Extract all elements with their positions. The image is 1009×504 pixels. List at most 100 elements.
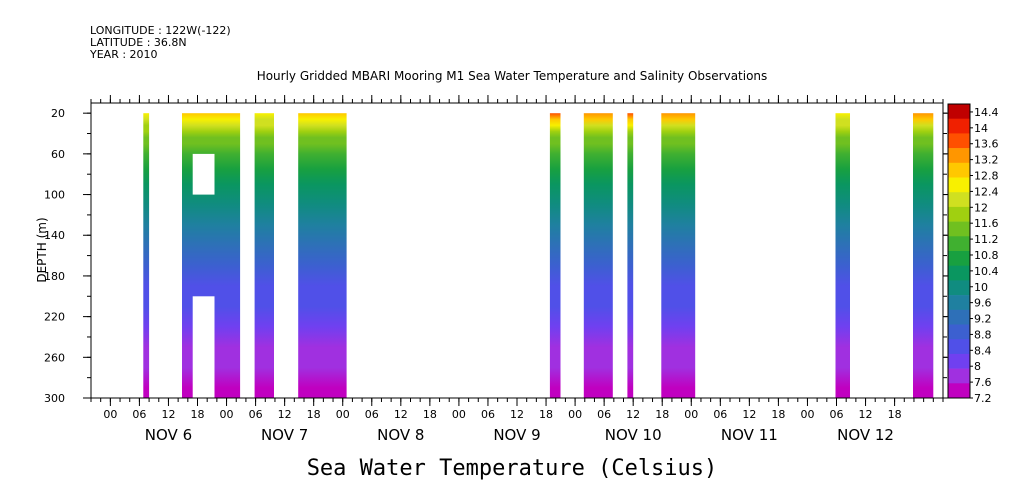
- colorbar-tick-label: 8: [974, 360, 981, 373]
- colorbar-tick-label: 11.6: [974, 217, 999, 230]
- x-tick-label: 00: [568, 408, 582, 421]
- colorbar-tick-label: 9.6: [974, 297, 992, 310]
- colorbar-tick-label: 7.6: [974, 376, 992, 389]
- y-tick-label: 140: [44, 229, 65, 242]
- x-tick-label: 06: [132, 408, 146, 421]
- day-label: NOV 12: [837, 426, 894, 444]
- colorbar-tick-label: 14: [974, 122, 988, 135]
- colorbar-tick-label: 12: [974, 201, 988, 214]
- colorbar-swatch: [948, 133, 970, 149]
- x-tick-label: 06: [713, 408, 727, 421]
- colorbar-swatch: [948, 177, 970, 193]
- colorbar-tick-label: 12.4: [974, 185, 999, 198]
- colorbar-swatch: [948, 162, 970, 178]
- x-tick-label: 18: [307, 408, 321, 421]
- x-tick-label: 00: [452, 408, 466, 421]
- x-tick-label: 00: [684, 408, 698, 421]
- colorbar-tick-label: 14.4: [974, 106, 999, 119]
- colorbar-tick-label: 13.6: [974, 138, 999, 151]
- day-label: NOV 6: [145, 426, 192, 444]
- colorbar-swatch: [948, 339, 970, 355]
- colorbar-swatch: [948, 236, 970, 252]
- y-tick-label: 300: [44, 392, 65, 405]
- day-label: NOV 10: [605, 426, 662, 444]
- day-label: NOV 8: [377, 426, 424, 444]
- colorbar-swatch: [948, 251, 970, 266]
- y-axis-label: DEPTH (m): [35, 217, 49, 282]
- x-tick-label: 12: [742, 408, 756, 421]
- x-tick-label: 12: [161, 408, 175, 421]
- colorbar-swatch: [948, 221, 970, 237]
- y-tick-label: 60: [51, 148, 65, 161]
- data-gap: [192, 296, 215, 398]
- colorbar-swatch: [948, 280, 970, 296]
- colorbar-tick-label: 10: [974, 281, 988, 294]
- colorbar-tick-label: 11.2: [974, 233, 999, 246]
- x-tick-label: 12: [859, 408, 873, 421]
- x-tick-label: 18: [191, 408, 205, 421]
- data-segment: [549, 113, 561, 398]
- x-tick-label: 18: [423, 408, 437, 421]
- data-segment: [661, 113, 696, 398]
- colorbar-swatch: [948, 295, 970, 311]
- colorbar-swatch: [948, 368, 970, 384]
- colorbar-tick-label: 8.4: [974, 344, 992, 357]
- colorbar-swatch: [948, 148, 970, 164]
- colorbar-swatch: [948, 353, 970, 369]
- data-segment: [627, 113, 634, 398]
- y-tick-label: 100: [44, 189, 65, 202]
- x-tick-label: 06: [830, 408, 844, 421]
- data-segment: [835, 113, 850, 398]
- colorbar-label: Sea Water Temperature (Celsius): [307, 456, 718, 481]
- y-tick-label: 220: [44, 311, 65, 324]
- colorbar-swatch: [948, 324, 970, 340]
- x-tick-label: 18: [655, 408, 669, 421]
- data-layer: [143, 113, 934, 398]
- colorbar-swatch: [948, 206, 970, 222]
- colorbar-swatch: [948, 383, 970, 399]
- x-tick-label: 18: [888, 408, 902, 421]
- colorbar-tick-label: 7.2: [974, 392, 992, 405]
- colorbar-tick-label: 10.8: [974, 249, 999, 262]
- data-segment: [143, 113, 150, 398]
- x-tick-label: 06: [365, 408, 379, 421]
- colorbar-swatch: [948, 192, 970, 208]
- x-tick-label: 00: [220, 408, 234, 421]
- colorbar-swatch: [948, 104, 970, 119]
- x-tick-label: 00: [800, 408, 814, 421]
- latitude-label: LATITUDE : 36.8N: [90, 36, 187, 49]
- colorbar-swatch: [948, 118, 970, 134]
- x-tick-label: 18: [771, 408, 785, 421]
- x-tick-label: 00: [336, 408, 350, 421]
- colorbar-tick-label: 10.4: [974, 265, 999, 278]
- x-tick-label: 12: [626, 408, 640, 421]
- x-tick-label: 06: [249, 408, 263, 421]
- colorbar-swatch: [948, 265, 970, 281]
- data-segment: [583, 113, 613, 398]
- colorbar-tick-label: 8.8: [974, 328, 992, 341]
- colorbar-tick-label: 12.8: [974, 170, 999, 183]
- chart-title: Hourly Gridded MBARI Mooring M1 Sea Wate…: [257, 69, 768, 83]
- longitude-label: LONGITUDE : 122W(-122): [90, 24, 231, 37]
- axes-layer: 00 06 12 18 00 06 12 18 00 06 12 18 00 06 12 18 00 06 12 18…: [44, 95, 951, 444]
- day-label: NOV 7: [261, 426, 308, 444]
- x-tick-label: 12: [394, 408, 408, 421]
- x-tick-label: 00: [103, 408, 117, 421]
- colorbar-tick-label: 13.2: [974, 154, 999, 167]
- x-tick-label: 06: [481, 408, 495, 421]
- colorbar-swatch: [948, 309, 970, 325]
- day-label: NOV 9: [493, 426, 540, 444]
- x-tick-label: 12: [510, 408, 524, 421]
- day-label: NOV 11: [721, 426, 778, 444]
- y-tick-label: 180: [44, 270, 65, 283]
- y-tick-label: 260: [44, 351, 65, 364]
- x-tick-label: 18: [539, 408, 553, 421]
- data-segment: [298, 113, 347, 398]
- year-label: YEAR : 2010: [90, 48, 158, 61]
- data-gap: [192, 153, 215, 195]
- colorbar-tick-label: 9.2: [974, 313, 992, 326]
- data-segment: [913, 113, 934, 398]
- x-tick-label: 06: [597, 408, 611, 421]
- x-tick-label: 12: [278, 408, 292, 421]
